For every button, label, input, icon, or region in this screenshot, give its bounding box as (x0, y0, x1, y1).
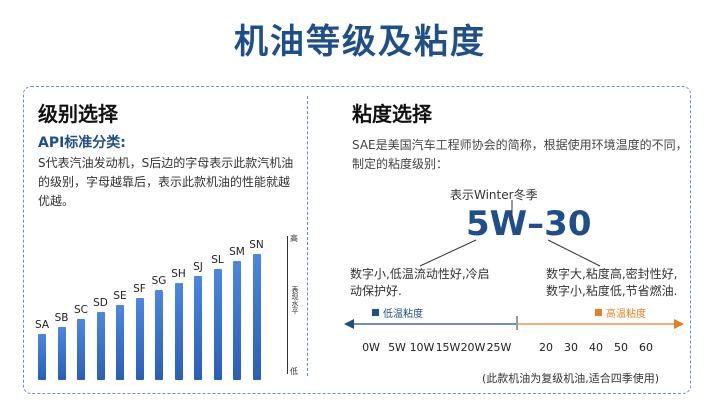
viscosity-heading: 粘度选择 (352, 102, 432, 126)
api-description: S代表汽油发动机，S后边的字母表示此款汽机油的级别，字母越靠后，表示此款机油的性… (38, 156, 294, 208)
low-tick-20w: 20W (460, 341, 486, 354)
winter-note: 表示Winter冬季 (450, 188, 538, 202)
grade-bar-sj (194, 275, 202, 380)
viscosity-code: 5W–30 (466, 204, 592, 244)
grade-label-sh: SH (171, 268, 186, 281)
grade-label-sd: SD (93, 297, 108, 310)
legend-low-temp: 低温粘度 (372, 305, 423, 320)
grade-bar-se (116, 304, 124, 380)
grade-heading: 级别选择 (38, 102, 118, 126)
low-pointer-line (419, 239, 477, 267)
high-tick-20: 20 (539, 341, 553, 354)
axis-mid-label: 表现水平 (291, 286, 299, 314)
low-temp-arrow (344, 319, 354, 329)
panel-divider (307, 96, 308, 376)
grade-bar-chart: SA SB SC SD SE SF SG SH SJ SL SM SN (30, 230, 282, 380)
grade-bar-sc (77, 319, 85, 380)
legend-high-temp: 高温粘度 (595, 305, 646, 320)
grade-label-sj: SJ (193, 260, 203, 273)
orange-square-icon (595, 309, 602, 316)
grade-bar-sm (233, 261, 241, 380)
api-title: API标准分类: (38, 135, 126, 151)
grade-bar-sb (57, 326, 66, 380)
footnote: (此款机油为复级机油,适合四季使用) (482, 372, 660, 385)
grade-label-sf: SF (133, 282, 146, 295)
blue-square-icon (372, 309, 379, 316)
high-tick-30: 30 (564, 341, 578, 354)
high-tick-40: 40 (589, 341, 603, 354)
grade-label-se: SE (113, 289, 127, 302)
low-tick-15w: 15W (435, 341, 461, 354)
axis-high-label: 高 (290, 234, 298, 243)
grade-bar-sn (252, 254, 261, 380)
content-frame (23, 86, 691, 394)
high-temp-description: 数字大,粘度高,密封性好,数字小,粘度低,节省燃油. (546, 267, 678, 298)
low-temp-description: 数字小,低温流动性好,冷启动保护好. (350, 267, 490, 298)
low-tick-10w: 10W (409, 341, 435, 354)
grade-label-sm: SM (229, 246, 245, 259)
grade-bar-sg (155, 290, 163, 380)
low-tick-0w: 0W (362, 341, 380, 354)
grade-bar-sh (174, 283, 183, 380)
legend-low-label: 低温粘度 (383, 309, 423, 320)
low-tick-5w: 5W (388, 341, 406, 354)
grade-bar-sf (135, 297, 144, 380)
grade-label-sa: SA (34, 319, 50, 331)
grade-label-sb: SB (54, 311, 69, 324)
legend-high-label: 高温粘度 (606, 309, 646, 320)
grade-label-sl: SL (211, 253, 224, 266)
low-tick-25w: 25W (486, 341, 512, 354)
high-temp-arrow (674, 319, 684, 329)
grade-bar-sl (213, 268, 222, 380)
grade-label-sg: SG (151, 275, 167, 288)
grade-bar-sd (96, 312, 105, 380)
high-tick-60: 60 (639, 341, 653, 354)
axis-low-label: 低 (290, 367, 298, 376)
grade-label-sn: SN (249, 239, 264, 251)
page-title: 机油等级及粘度 (234, 22, 486, 62)
grade-label-sc: SC (74, 304, 88, 317)
grade-bar-sa (38, 334, 46, 380)
sae-description: SAE是美国汽车工程师协会的简称，根据使用环境温度的不同，制定的粘度级别： (352, 138, 688, 171)
high-tick-50: 50 (614, 341, 628, 354)
performance-axis (287, 236, 288, 374)
high-pointer-line (547, 239, 601, 267)
